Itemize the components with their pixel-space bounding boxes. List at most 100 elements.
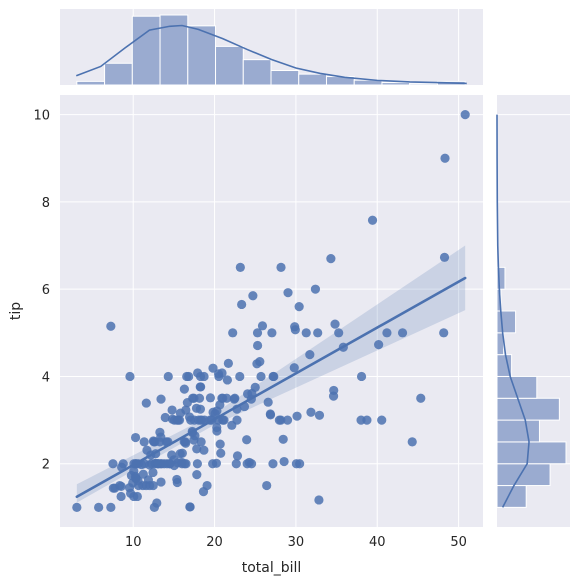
scatter-point — [294, 302, 304, 312]
scatter-point — [362, 415, 372, 425]
scatter-point — [108, 459, 118, 469]
scatter-point — [196, 382, 206, 392]
y-tick-label: 8 — [42, 196, 50, 211]
scatter-point — [160, 412, 170, 423]
scatter-point — [167, 405, 177, 415]
hist-bar-x — [270, 70, 300, 86]
scatter-point — [195, 404, 206, 414]
hist-bar-y — [496, 419, 540, 443]
marginal-x-kde — [75, 24, 467, 85]
scatter-point — [265, 410, 276, 420]
hist-bar-y — [496, 441, 567, 465]
scatter-point — [94, 502, 104, 512]
hist-bar-y — [496, 310, 517, 334]
hist-bar-y — [496, 397, 560, 421]
scatter-point — [250, 382, 260, 392]
y-axis-label: tip — [8, 302, 24, 320]
scatter-point — [279, 456, 289, 467]
scatter-point — [334, 328, 344, 338]
scatter-point — [252, 340, 263, 351]
scatter-point — [267, 328, 277, 338]
scatter-point — [199, 445, 209, 455]
scatter-point — [116, 481, 126, 492]
scatter-point — [440, 153, 450, 163]
y-tick-label: 4 — [42, 370, 50, 385]
x-tick-labels: 10 20 30 40 50 — [125, 535, 467, 550]
scatter-point — [248, 291, 258, 301]
scatter-point — [194, 393, 205, 403]
scatter-point — [310, 284, 321, 294]
scatter-point — [223, 358, 233, 368]
scatter-point — [237, 299, 247, 310]
scatter-point — [228, 328, 238, 338]
scatter-point — [156, 477, 166, 487]
scatter-point — [326, 254, 336, 264]
scatter-point — [278, 434, 288, 444]
scatter-point — [156, 394, 166, 404]
marginal-y-axes — [496, 95, 570, 527]
scatter-point — [177, 448, 187, 458]
scatter-point — [242, 435, 252, 445]
scatter-point — [179, 384, 189, 394]
scatter-point — [329, 385, 339, 396]
scatter-point — [295, 459, 305, 469]
scatter-point — [397, 328, 408, 338]
scatter-point — [257, 321, 268, 331]
scatter-point — [219, 415, 229, 425]
scatter-point — [232, 451, 243, 461]
scatter-point — [276, 415, 286, 425]
scatter-point — [382, 328, 392, 338]
scatter-point — [72, 502, 82, 512]
scatter-point — [163, 371, 173, 382]
scatter-point — [231, 459, 241, 469]
kde-curve-y — [496, 114, 530, 508]
scatter-point — [292, 411, 302, 421]
x-axis-label: total_bill — [242, 560, 302, 576]
scatter-point — [141, 398, 151, 408]
scatter-point — [190, 431, 200, 441]
scatter-point — [377, 415, 387, 425]
hist-bar-x — [381, 82, 411, 86]
scatter-point — [211, 458, 222, 468]
hist-bar-y — [496, 266, 506, 290]
y-tick-label: 6 — [42, 283, 50, 298]
kde-curve-x — [75, 24, 467, 85]
scatter-point — [116, 491, 126, 502]
scatter-point — [276, 262, 286, 272]
scatter-point — [125, 371, 135, 382]
scatter-point — [216, 448, 226, 458]
scatter-point — [330, 319, 340, 329]
scatter-point — [230, 393, 240, 403]
scatter-point — [181, 438, 191, 448]
scatter-point — [416, 393, 426, 403]
scatter-point — [314, 410, 325, 420]
y-tick-label: 2 — [42, 458, 50, 473]
scatter-point — [192, 444, 202, 454]
scatter-point — [252, 328, 263, 338]
scatter-point — [246, 459, 257, 469]
marginal-x-axes — [60, 9, 483, 86]
scatter-point — [255, 357, 265, 367]
scatter-point — [212, 426, 222, 436]
scatter-point — [208, 363, 218, 373]
scatter-point — [439, 328, 449, 338]
scatter-point — [356, 371, 367, 382]
scatter-point — [217, 368, 227, 378]
scatter-point — [235, 371, 245, 382]
scatter-point — [152, 498, 162, 508]
regression-line — [75, 276, 467, 499]
scatter-point — [222, 393, 232, 403]
scatter-point — [460, 110, 470, 120]
scatter-point — [185, 502, 195, 512]
scatter-point — [269, 371, 279, 382]
scatter-point — [202, 480, 212, 491]
scatter-point — [199, 371, 209, 382]
scatter-point — [367, 215, 378, 225]
scatter-point — [222, 375, 233, 385]
scatter-point — [306, 407, 316, 417]
y-tick-label: 10 — [33, 109, 50, 124]
marginal-y-kde — [496, 114, 530, 508]
scatter-point — [181, 405, 191, 415]
hist-bar-y — [496, 463, 551, 487]
